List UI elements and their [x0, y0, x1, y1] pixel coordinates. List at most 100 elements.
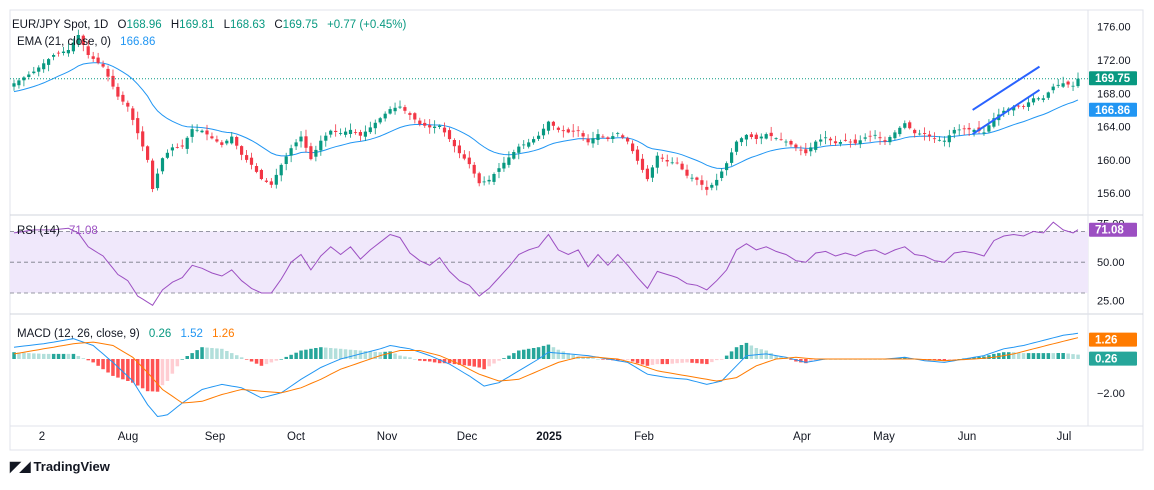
- candle-body: [635, 149, 640, 161]
- candle: [136, 111, 140, 140]
- candle: [502, 156, 506, 172]
- candle-body: [249, 157, 254, 165]
- macd-histogram-bar: [734, 347, 739, 359]
- candle: [626, 136, 630, 145]
- candle: [734, 140, 739, 156]
- candle: [739, 136, 744, 147]
- ema-legend[interactable]: EMA (21, close, 0) 166.86: [17, 36, 161, 48]
- rsi-legend[interactable]: RSI (14) 71.08: [17, 225, 104, 237]
- macd-histogram-bar: [388, 351, 392, 359]
- macd-histogram-bar: [111, 359, 115, 376]
- macd-histogram-bar: [269, 359, 274, 363]
- candle: [492, 172, 496, 185]
- candle-body: [151, 160, 155, 189]
- candle: [259, 168, 263, 181]
- candle-body: [923, 133, 927, 134]
- macd-histogram-bar: [769, 353, 773, 359]
- candle: [507, 151, 511, 168]
- tradingview-logo[interactable]: ◤◢ TradingView: [10, 458, 110, 475]
- candle-body: [843, 139, 847, 141]
- macd-histogram-bar: [472, 359, 476, 367]
- macd-histogram-bar: [329, 348, 333, 359]
- candle: [541, 123, 546, 139]
- macd-histogram-bar: [512, 353, 516, 359]
- candle-body: [111, 75, 115, 87]
- candle-body: [502, 162, 506, 169]
- candle: [353, 129, 358, 135]
- macd-legend[interactable]: MACD (12, 26, close, 9) 0.26 1.52 1.26: [17, 328, 241, 340]
- candle-body: [457, 145, 461, 154]
- macd-histogram-bar: [185, 356, 189, 359]
- ema-price-tag-bg: [1089, 102, 1137, 117]
- candle-body: [1071, 85, 1075, 87]
- candle-body: [725, 163, 729, 171]
- candle-body: [571, 130, 575, 132]
- candle-body: [116, 86, 120, 97]
- candle-body: [512, 152, 516, 159]
- macd-histogram-bar: [482, 359, 486, 370]
- candle: [596, 129, 600, 145]
- macd-histogram-bar: [442, 359, 447, 364]
- candle: [141, 126, 145, 152]
- candle: [482, 176, 486, 186]
- candle-body: [918, 133, 922, 135]
- macd-label: MACD (12, 26, close, 9): [17, 328, 140, 340]
- macd-histogram-bar: [324, 347, 328, 359]
- macd-histogram-bar: [1016, 352, 1021, 359]
- candle: [1056, 79, 1060, 88]
- candle-body: [1012, 106, 1016, 111]
- candle-body: [245, 155, 249, 160]
- candle: [883, 136, 887, 145]
- candle: [878, 131, 882, 145]
- candle-body: [27, 74, 31, 77]
- candle-body: [254, 166, 259, 172]
- candle: [230, 132, 234, 145]
- candle: [779, 132, 783, 141]
- candle: [1041, 95, 1045, 103]
- macd-tick-label: −2.00: [1097, 388, 1125, 400]
- candle: [546, 120, 551, 135]
- macd-histogram-bar: [126, 359, 130, 381]
- time-tick-label: 2: [39, 431, 45, 443]
- macd-histogram-bar: [215, 348, 219, 359]
- macd-histogram-bar: [220, 348, 224, 359]
- close-value: C169.75: [274, 19, 318, 31]
- candle: [487, 175, 491, 185]
- candle: [982, 126, 986, 136]
- candle: [81, 34, 85, 52]
- candle-body: [165, 152, 169, 158]
- candle: [423, 119, 427, 128]
- macd-histogram-bar: [398, 355, 402, 359]
- candle: [358, 129, 362, 141]
- macd-histogram-bar: [428, 359, 432, 362]
- candle: [571, 124, 575, 138]
- candle-body: [215, 139, 219, 142]
- macd-histogram-bar: [314, 348, 318, 359]
- candle-body: [720, 171, 724, 178]
- candle-body: [477, 173, 481, 184]
- candle: [344, 127, 348, 138]
- macd-histogram-bar: [200, 347, 204, 359]
- candle-body: [1017, 105, 1021, 107]
- candle-body: [878, 137, 882, 139]
- candle-body: [418, 120, 422, 125]
- candle: [314, 145, 318, 162]
- macd-histogram-bar: [274, 359, 279, 361]
- candle: [146, 145, 150, 163]
- candle-body: [650, 167, 654, 178]
- candle: [937, 136, 941, 142]
- candle-body: [344, 131, 348, 135]
- rsi-value-tag-bg: [1089, 222, 1137, 237]
- candle-body: [1041, 98, 1045, 100]
- symbol-title[interactable]: EUR/JPY Spot, 1D: [12, 19, 109, 31]
- candle-body: [690, 177, 694, 179]
- macd-histogram-bar: [437, 359, 442, 364]
- macd-histogram-bar: [170, 359, 175, 374]
- candle-body: [774, 138, 778, 139]
- tradingview-logo-icon: ◤◢: [10, 458, 31, 474]
- candle: [527, 138, 531, 149]
- macd-histogram-bar: [160, 359, 165, 386]
- candle: [754, 132, 758, 145]
- candle: [967, 122, 971, 137]
